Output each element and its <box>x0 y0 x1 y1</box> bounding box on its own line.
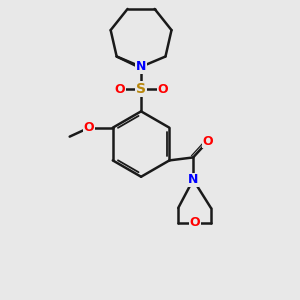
Text: O: O <box>157 82 168 96</box>
Text: O: O <box>203 135 213 148</box>
Text: O: O <box>84 121 94 134</box>
Text: N: N <box>188 173 198 186</box>
Text: S: S <box>136 82 146 96</box>
Text: O: O <box>114 82 125 96</box>
Text: O: O <box>189 216 200 229</box>
Text: N: N <box>136 60 146 73</box>
